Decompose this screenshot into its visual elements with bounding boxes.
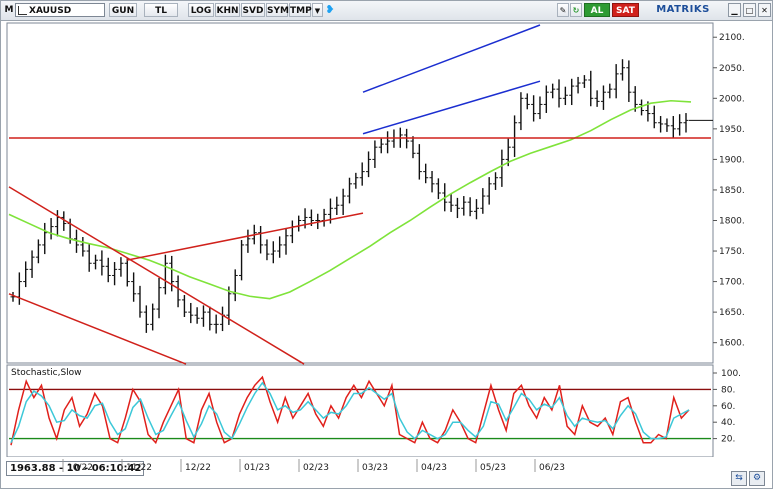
buy-button[interactable]: AL [584, 3, 610, 17]
chart-type-icon [18, 6, 27, 15]
price-axis-label: 1650. [719, 308, 745, 318]
status-bar: 1963.88 - 10 - 06:10:42 10/22 11/22 12/22 0… [1, 457, 772, 488]
stochastic-axis: 20. 40. 60. 80. 100. [713, 369, 741, 445]
price-axis-label: 1850. [719, 186, 745, 196]
chart-area[interactable]: Stochastic,Slow 1600. 1650. 1700. 1750. 1800… [1, 21, 772, 457]
sell-button[interactable]: SAT [612, 3, 639, 17]
khn-button[interactable]: KHN [215, 3, 240, 17]
time-axis-label: 01/23 [244, 463, 270, 473]
tmp-button[interactable]: TMP [289, 3, 312, 17]
time-axis: 10/22 11/22 12/22 01/23 02/23 03/23 04/23 05/23… [62, 459, 565, 473]
stochastic-panel [6, 364, 714, 457]
close-icon[interactable]: ✕ [758, 3, 771, 17]
refresh-icon[interactable]: ↻ [570, 3, 582, 17]
stochastic-axis-label: 80. [721, 385, 735, 395]
time-axis-label: 12/22 [185, 463, 211, 473]
price-axis-label: 2000. [719, 94, 745, 104]
price-axis-label: 1700. [719, 278, 745, 288]
price-axis-label: 2050. [719, 64, 745, 74]
svd-button[interactable]: SVD [241, 3, 265, 17]
time-axis-label: 10/22 [67, 463, 93, 473]
currency-button[interactable]: TL [144, 3, 178, 17]
time-axis-label: 04/23 [421, 463, 447, 473]
stochastic-axis-label: 100. [721, 369, 741, 379]
price-axis-label: 1750. [719, 247, 745, 257]
scroll-icon[interactable]: ⇆ [731, 471, 747, 486]
time-axis-label: 03/23 [362, 463, 388, 473]
trendline [126, 212, 364, 261]
symbol-input[interactable]: XAUUSD [15, 3, 105, 17]
price-axis-label: 1600. [719, 339, 745, 349]
trendline [8, 186, 305, 365]
edit-icon[interactable]: ✎ [557, 3, 569, 17]
stochastic-title: Stochastic,Slow [11, 368, 82, 378]
moving-average-line [8, 99, 692, 300]
trendline [362, 24, 541, 93]
minimize-icon[interactable]: ▁ [728, 3, 741, 17]
price-axis: 1600. 1650. 1700. 1750. 1800. 1850. 1900. 1950.… [689, 33, 745, 349]
stochastic-axis-label: 60. [721, 402, 735, 412]
price-info-readout: 1963.88 - 10 - 06:10:42 [6, 461, 144, 476]
trendline [362, 80, 541, 135]
price-panel [6, 22, 714, 364]
stochastic-plot [9, 375, 711, 446]
brand-logo: MATRIKS [656, 4, 710, 15]
settings-icon[interactable]: ⚙ [749, 471, 765, 486]
stochastic-d-line [10, 381, 690, 444]
stochastic-k-line [10, 375, 690, 446]
time-axis-label: 11/22 [126, 463, 152, 473]
price-axis-label: 1950. [719, 125, 745, 135]
price-axis-label: 1800. [719, 216, 745, 226]
price-plot [8, 24, 711, 365]
trendline [8, 293, 187, 365]
price-axis-label: 1900. [719, 155, 745, 165]
time-axis-label: 05/23 [480, 463, 506, 473]
price-axis-label: 2100. [719, 33, 745, 43]
time-axis-label: 02/23 [303, 463, 329, 473]
log-button[interactable]: LOG [188, 3, 214, 17]
time-axis-label: 06/23 [539, 463, 565, 473]
menu-button[interactable]: M [4, 5, 14, 15]
sym-button[interactable]: SYM [266, 3, 289, 17]
toolbar: M XAUUSD GUN TL LOG KHN SVD SYM TMP ▼ ❥ … [1, 1, 772, 21]
dropdown-arrow-icon[interactable]: ▼ [312, 3, 323, 17]
twitter-icon[interactable]: ❥ [325, 3, 335, 16]
symbol-label: XAUUSD [29, 6, 72, 16]
stochastic-axis-label: 40. [721, 418, 735, 428]
period-button[interactable]: GUN [109, 3, 137, 17]
stochastic-axis-label: 20. [721, 435, 735, 445]
maximize-icon[interactable]: □ [743, 3, 756, 17]
